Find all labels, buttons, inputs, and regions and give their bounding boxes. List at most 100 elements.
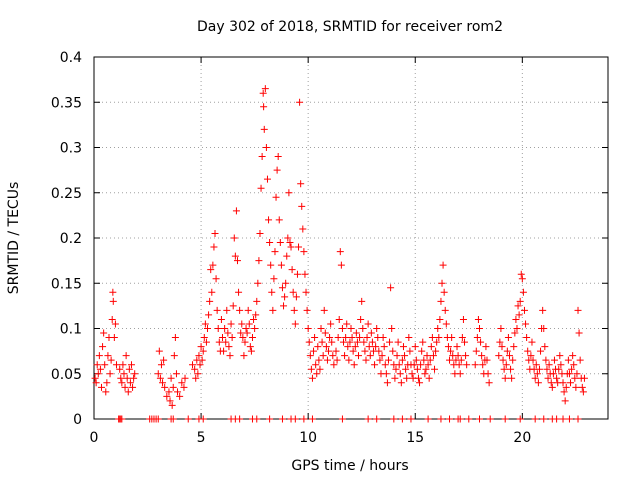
data-point <box>462 352 470 360</box>
data-point <box>196 361 204 369</box>
data-point <box>285 189 293 197</box>
data-point <box>477 338 485 346</box>
data-point <box>333 356 341 364</box>
data-point <box>574 306 582 314</box>
y-tick-label: 0.2 <box>60 231 82 247</box>
data-point <box>513 325 521 332</box>
data-point <box>465 415 473 423</box>
data-point <box>555 365 563 373</box>
data-point <box>283 252 291 260</box>
data-point <box>299 225 307 233</box>
data-point <box>225 343 233 351</box>
data-point <box>300 415 308 423</box>
data-point <box>571 374 579 382</box>
data-point <box>429 352 437 360</box>
data-point <box>314 343 322 351</box>
data-point <box>252 311 260 319</box>
data-point <box>169 383 177 391</box>
data-point <box>265 216 273 224</box>
data-point <box>357 315 365 323</box>
data-point <box>118 415 126 423</box>
data-point <box>446 415 454 423</box>
y-tick-label: 0.15 <box>51 276 82 292</box>
data-point <box>402 365 410 373</box>
data-point <box>461 338 469 346</box>
data-point <box>509 356 517 364</box>
data-point <box>229 302 237 310</box>
data-point <box>399 343 407 351</box>
data-point <box>181 374 189 382</box>
data-point <box>308 374 316 382</box>
data-point <box>420 356 428 364</box>
data-point <box>176 392 184 400</box>
data-point <box>287 243 295 251</box>
data-point <box>508 374 516 382</box>
data-point <box>296 98 304 106</box>
data-point <box>447 347 455 355</box>
data-point <box>448 334 456 342</box>
data-point <box>422 365 430 373</box>
data-point <box>321 329 329 337</box>
data-point <box>337 261 345 269</box>
data-point <box>126 379 134 387</box>
data-point <box>121 383 129 391</box>
data-point <box>208 288 216 296</box>
data-point <box>454 352 462 360</box>
data-point <box>542 356 550 364</box>
data-point <box>476 415 483 423</box>
data-point <box>524 347 532 355</box>
chart-title: Day 302 of 2018, SRMTID for receiver rom… <box>197 19 503 35</box>
data-point <box>315 356 323 364</box>
data-point <box>282 279 290 287</box>
data-point <box>96 365 104 373</box>
data-point <box>364 415 372 423</box>
data-point <box>92 379 100 387</box>
data-point <box>302 288 310 296</box>
data-point <box>486 415 494 423</box>
data-point <box>455 361 463 369</box>
data-point <box>376 356 384 364</box>
data-point <box>209 261 217 269</box>
data-point <box>379 334 387 342</box>
data-point <box>237 329 245 337</box>
data-point <box>221 325 229 332</box>
data-point <box>245 320 253 328</box>
data-point <box>163 392 171 400</box>
data-point <box>505 352 513 360</box>
data-point <box>378 352 386 360</box>
data-point <box>170 352 178 360</box>
data-point <box>418 347 426 355</box>
data-point <box>260 125 268 133</box>
data-point <box>254 279 262 287</box>
data-point <box>257 184 265 192</box>
data-point <box>127 361 135 369</box>
data-point <box>157 361 165 369</box>
data-point <box>567 379 575 387</box>
data-point <box>335 315 343 323</box>
data-point <box>472 347 480 355</box>
data-point <box>129 383 137 391</box>
data-point <box>268 288 276 296</box>
data-point <box>539 306 547 314</box>
data-point <box>271 248 279 256</box>
data-point <box>233 257 241 265</box>
data-point <box>483 356 491 364</box>
data-point <box>312 361 320 369</box>
data-point <box>564 356 572 364</box>
data-point <box>214 325 222 332</box>
data-point <box>316 365 324 373</box>
data-point <box>111 320 119 328</box>
x-tick-label: 10 <box>299 430 317 446</box>
data-point <box>327 320 335 328</box>
data-point <box>457 356 465 364</box>
data-point <box>351 343 359 351</box>
data-point <box>540 325 548 332</box>
data-point <box>109 297 117 305</box>
data-point <box>275 216 283 224</box>
data-point <box>293 270 301 278</box>
data-point <box>439 261 447 269</box>
data-point <box>259 89 267 97</box>
data-point <box>154 415 162 423</box>
data-point <box>180 383 188 391</box>
data-point <box>507 365 515 373</box>
